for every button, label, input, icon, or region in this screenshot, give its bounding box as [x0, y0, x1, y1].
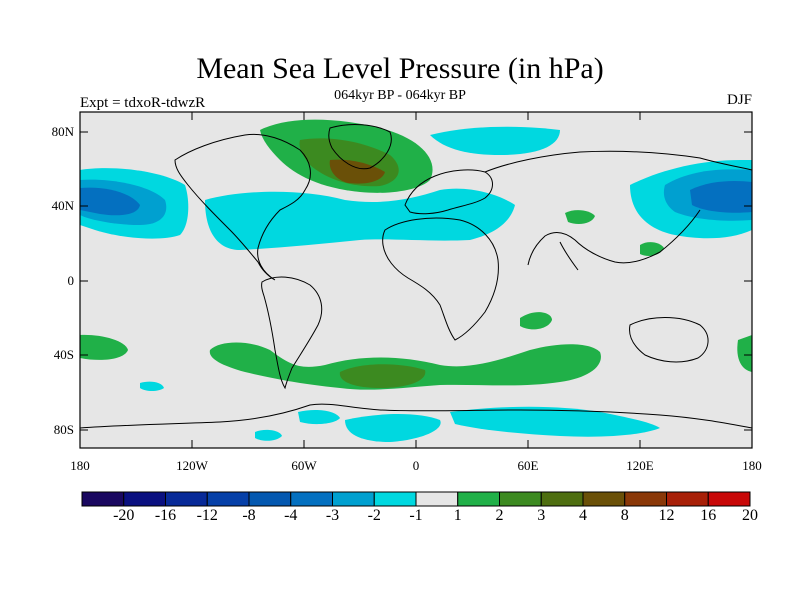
coastline-asia — [484, 150, 753, 271]
map-ticks — [79, 112, 753, 448]
colorbar-swatch — [165, 491, 208, 507]
positive-anomaly-peak — [329, 159, 385, 184]
negative-anomaly-arctic — [430, 126, 560, 155]
lat-label-80s: 80S — [53, 422, 74, 437]
colorbar-swatch — [582, 491, 626, 507]
coastline-australia — [629, 317, 709, 363]
lon-label-60w: 60W — [291, 458, 317, 473]
colorbar-swatch — [624, 491, 667, 507]
negative-anomaly-antarctic-2 — [345, 414, 441, 442]
lat-label-0: 0 — [67, 273, 75, 288]
colorbar-label: -8 — [242, 507, 256, 524]
pacific-low-east-core — [690, 180, 752, 213]
colorbar-label: -4 — [284, 507, 298, 524]
colorbar-swatch — [666, 491, 709, 507]
negative-anomaly-antarctic-4 — [255, 429, 282, 441]
coastline-antarctica — [79, 403, 753, 429]
lat-label-40s: 40S — [53, 347, 74, 362]
colorbar-swatch — [707, 491, 751, 507]
colorbar-swatch — [248, 491, 292, 507]
map-subtitle: 064kyr BP - 064kyr BP — [334, 88, 466, 103]
coastline-south-america — [261, 276, 323, 390]
negative-anomaly-antarctic-1 — [298, 410, 340, 425]
positive-anomaly-se-edge — [737, 335, 752, 372]
lon-label-0: 0 — [412, 458, 420, 473]
colorbar-label: 2 — [495, 507, 504, 524]
positive-anomaly-south-core — [339, 364, 426, 388]
lon-label-120e: 120E — [626, 458, 654, 473]
experiment-label: Expt = tdxoR-tdwzR — [80, 95, 206, 111]
colorbar-swatch — [290, 491, 333, 507]
lat-label-40n: 40N — [51, 198, 74, 213]
colorbar-label: -2 — [367, 507, 381, 524]
anomaly-field — [80, 119, 752, 442]
colorbar-swatch — [457, 491, 500, 507]
colorbar-label: 20 — [742, 507, 758, 524]
positive-anomaly-indian — [520, 312, 552, 330]
lon-label-60e: 60E — [517, 458, 539, 473]
colorbar-swatch — [123, 491, 166, 507]
lat-label-80n: 80N — [51, 124, 74, 139]
colorbar-label: 3 — [537, 507, 546, 524]
colorbar-swatch — [499, 491, 542, 507]
pacific-low-west-core — [80, 187, 140, 216]
colorbar-label: 16 — [700, 507, 717, 524]
positive-anomaly-small-asia — [565, 210, 595, 224]
colorbar-swatch — [332, 491, 375, 507]
colorbar-label: 1 — [453, 507, 462, 524]
colorbar-label: 8 — [620, 507, 629, 524]
positive-anomaly-sw-pacific — [80, 334, 128, 360]
colorbar-label: -3 — [325, 507, 340, 524]
coastlines — [79, 124, 753, 429]
coastline-europe — [404, 169, 493, 215]
map-title: Mean Sea Level Pressure (in hPa) — [196, 52, 604, 85]
season-label: DJF — [726, 92, 752, 108]
coastline-greenland — [328, 124, 392, 170]
coastline-africa — [382, 217, 499, 341]
negative-anomaly-s-pacific — [140, 381, 164, 391]
colorbar-label: -20 — [113, 507, 135, 524]
coastline-north-america — [174, 133, 311, 281]
lon-label-180-right: 180 — [742, 458, 762, 473]
colorbar-label: -16 — [154, 507, 177, 524]
colorbar-swatch — [373, 491, 417, 507]
colorbar-swatch — [81, 491, 125, 507]
lon-label-120w: 120W — [176, 458, 208, 473]
lon-label-180-left: 180 — [70, 458, 90, 473]
colorbar-label: 4 — [579, 507, 587, 524]
colorbar-label: 12 — [658, 507, 675, 524]
colorbar-label: -12 — [196, 507, 218, 524]
colorbar-swatch — [206, 491, 250, 507]
colorbar-label: -1 — [409, 507, 423, 524]
negative-anomaly-atlantic — [205, 188, 515, 250]
colorbar-swatch — [540, 491, 584, 507]
negative-anomaly-antarctic-3 — [450, 406, 660, 437]
colorbar-swatch — [415, 491, 459, 507]
colorbar — [81, 491, 751, 507]
